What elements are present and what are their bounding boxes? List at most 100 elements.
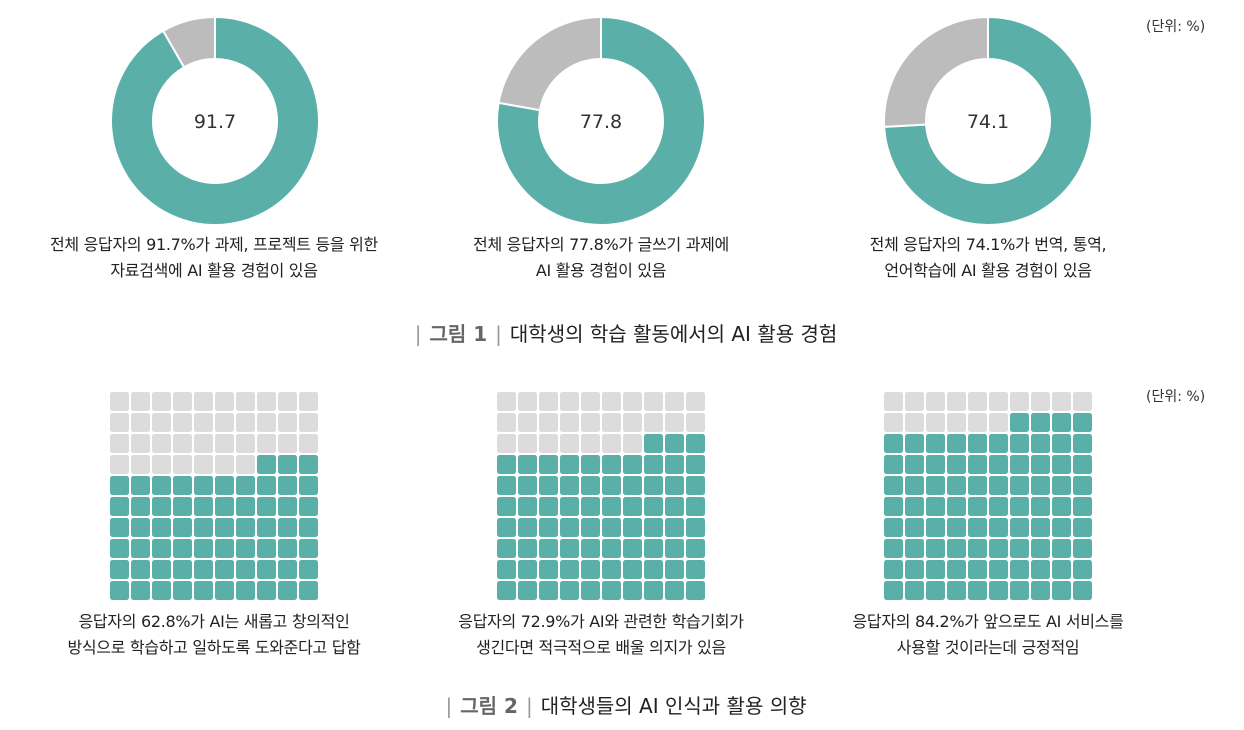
waffle-cell-empty — [173, 392, 192, 411]
waffle-cell-filled — [884, 581, 903, 600]
donut-slice-remainder — [161, 16, 216, 69]
donut-center-label: 91.7 — [194, 111, 236, 133]
donut-caption-1: 전체 응답자의 91.7%가 과제, 프로젝트 등을 위한 자료검색에 AI 활… — [4, 232, 424, 284]
waffle-cell-filled — [539, 518, 558, 537]
waffle-cell-filled — [665, 518, 684, 537]
waffle-cell-filled — [497, 497, 516, 516]
waffle-cell-filled — [236, 518, 255, 537]
waffle-cell-filled — [518, 455, 537, 474]
waffle-cell-empty — [278, 434, 297, 453]
waffle-cell-filled — [560, 497, 579, 516]
donut-caption-3: 전체 응답자의 74.1%가 번역, 통역, 언어학습에 AI 활용 경험이 있… — [778, 232, 1198, 284]
waffle-cell-empty — [947, 392, 966, 411]
waffle-cell-empty — [131, 392, 150, 411]
waffle-cell-filled — [518, 497, 537, 516]
waffle-cell-filled — [926, 560, 945, 579]
waffle-cell-empty — [539, 392, 558, 411]
waffle-cell-empty — [884, 392, 903, 411]
waffle-cell-filled — [623, 581, 642, 600]
waffle-cell-filled — [926, 434, 945, 453]
waffle-cell-filled — [989, 539, 1008, 558]
waffle-cell-empty — [131, 434, 150, 453]
waffle-cell-filled — [257, 455, 276, 474]
waffle-cell-empty — [173, 455, 192, 474]
waffle-cell-filled — [665, 434, 684, 453]
waffle-cell-filled — [152, 581, 171, 600]
waffle-cell-filled — [623, 497, 642, 516]
figure-title-text: 대학생의 학습 활동에서의 AI 활용 경험 — [509, 322, 838, 346]
waffle-cell-filled — [947, 497, 966, 516]
waffle-cell-filled — [686, 434, 705, 453]
waffle-cell-filled — [518, 581, 537, 600]
waffle-cell-empty — [497, 434, 516, 453]
waffle-cell-filled — [968, 539, 987, 558]
waffle-caption-3: 응답자의 84.2%가 앞으로도 AI 서비스를 사용할 것이라는데 긍정적임 — [778, 609, 1198, 661]
waffle-cell-filled — [518, 476, 537, 495]
waffle-cell-empty — [194, 455, 213, 474]
waffle-cell-filled — [581, 539, 600, 558]
caption-line: 전체 응답자의 91.7%가 과제, 프로젝트 등을 위한 — [50, 235, 378, 254]
waffle-cell-empty — [110, 434, 129, 453]
waffle-cell-filled — [560, 581, 579, 600]
waffle-cell-filled — [257, 497, 276, 516]
waffle-cell-filled — [644, 476, 663, 495]
waffle-cell-empty — [1073, 392, 1092, 411]
waffle-cell-filled — [110, 581, 129, 600]
waffle-cell-filled — [644, 539, 663, 558]
waffle-caption-2: 응답자의 72.9%가 AI와 관련한 학습기회가 생긴다면 적극적으로 배울 … — [391, 609, 811, 661]
figure2-title: | 그림 2 | 대학생들의 AI 인식과 활용 의향 — [0, 690, 1244, 719]
waffle-cell-empty — [194, 392, 213, 411]
waffle-cell-filled — [1010, 476, 1029, 495]
waffle-cell-filled — [989, 434, 1008, 453]
caption-line: 전체 응답자의 74.1%가 번역, 통역, — [869, 235, 1107, 254]
waffle-cell-empty — [299, 392, 318, 411]
waffle-cell-filled — [581, 455, 600, 474]
waffle-cell-empty — [1010, 392, 1029, 411]
waffle-cell-empty — [968, 413, 987, 432]
waffle-cell-filled — [257, 476, 276, 495]
waffle-cell-filled — [257, 518, 276, 537]
waffle-cell-filled — [278, 539, 297, 558]
divider: | — [445, 694, 453, 718]
waffle-cell-filled — [1073, 539, 1092, 558]
donut-chart-3: 74.1 — [883, 16, 1093, 226]
waffle-cell-filled — [299, 539, 318, 558]
waffle-cell-filled — [665, 455, 684, 474]
waffle-cell-filled — [1010, 434, 1029, 453]
waffle-cell-filled — [278, 497, 297, 516]
waffle-cell-filled — [623, 455, 642, 474]
waffle-cell-filled — [497, 560, 516, 579]
divider: | — [414, 322, 422, 346]
waffle-cell-filled — [686, 518, 705, 537]
waffle-cell-empty — [278, 413, 297, 432]
waffle-cell-filled — [926, 539, 945, 558]
waffle-cell-filled — [299, 455, 318, 474]
waffle-cell-filled — [110, 497, 129, 516]
waffle-cell-filled — [905, 560, 924, 579]
waffle-cell-filled — [968, 455, 987, 474]
waffle-cell-filled — [686, 560, 705, 579]
waffle-cell-filled — [905, 434, 924, 453]
waffle-cell-filled — [665, 476, 684, 495]
waffle-cell-filled — [602, 476, 621, 495]
waffle-cell-filled — [173, 560, 192, 579]
waffle-cell-filled — [884, 476, 903, 495]
waffle-cell-empty — [110, 392, 129, 411]
waffle-cell-empty — [131, 455, 150, 474]
caption-line: 응답자의 84.2%가 앞으로도 AI 서비스를 — [852, 612, 1124, 631]
waffle-cell-filled — [539, 455, 558, 474]
waffle-cell-filled — [581, 518, 600, 537]
caption-line: 전체 응답자의 77.8%가 글쓰기 과제에 — [473, 235, 729, 254]
waffle-cell-empty — [623, 392, 642, 411]
waffle-cell-filled — [215, 581, 234, 600]
donut-slice-value — [883, 16, 1093, 226]
waffle-cell-empty — [947, 413, 966, 432]
waffle-cell-filled — [1031, 434, 1050, 453]
waffle-cell-filled — [152, 497, 171, 516]
waffle-cell-filled — [1052, 434, 1071, 453]
waffle-caption-1: 응답자의 62.8%가 AI는 새롭고 창의적인 방식으로 학습하고 일하도록 … — [4, 609, 424, 661]
waffle-cell-filled — [173, 476, 192, 495]
waffle-cell-filled — [947, 476, 966, 495]
waffle-cell-filled — [131, 539, 150, 558]
waffle-cell-filled — [539, 476, 558, 495]
